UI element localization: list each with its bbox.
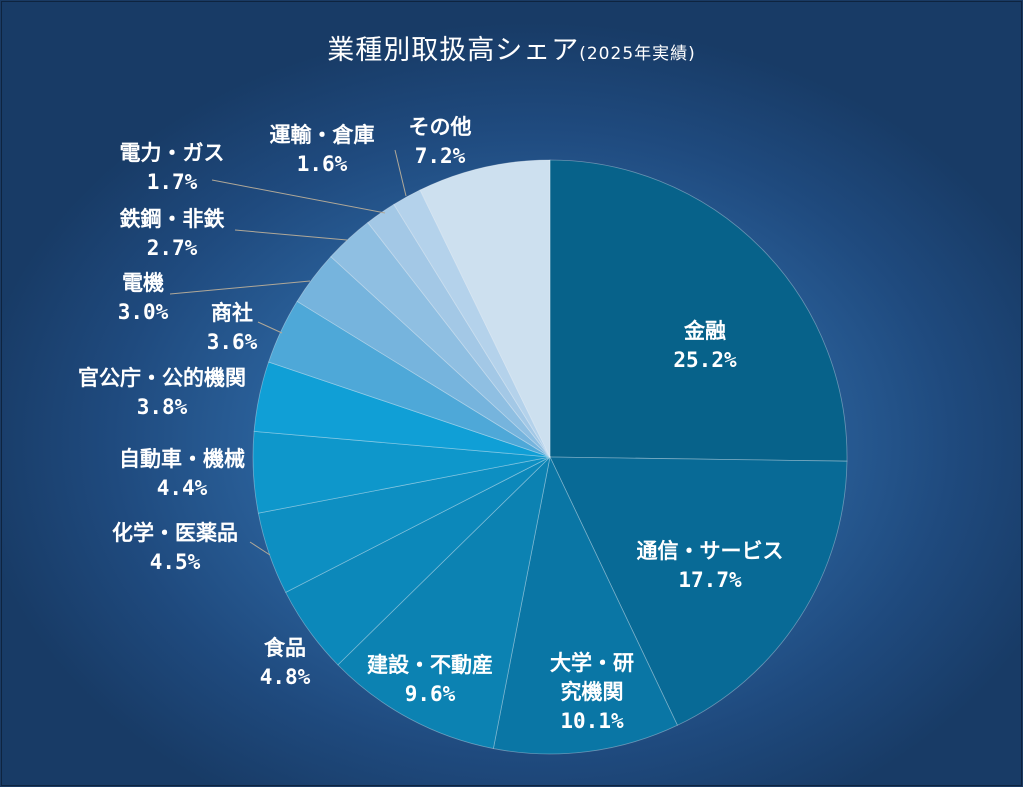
slice-label: 究機関 — [561, 680, 624, 704]
pie-slice — [367, 203, 551, 458]
slice-percent: 2.7% — [147, 236, 198, 260]
leader-line — [211, 179, 386, 214]
slice-percent: 25.2% — [673, 348, 737, 372]
slice-label: 運輸・倉庫 — [270, 123, 375, 147]
pie-slice — [330, 221, 551, 458]
slice-percent: 17.7% — [678, 568, 742, 592]
slice-label: その他 — [409, 115, 472, 139]
pie-slice — [268, 300, 551, 458]
pie-slice — [252, 430, 551, 514]
slice-label: 通信・サービス — [637, 539, 784, 563]
pie-slice — [257, 456, 551, 593]
slice-label: 建設・不動産 — [367, 653, 493, 677]
pie-slice — [285, 456, 551, 666]
slice-percent: 3.6% — [207, 330, 258, 354]
pie-slice — [549, 456, 848, 726]
pie-slice — [419, 159, 551, 458]
pie-slice — [296, 256, 551, 458]
pie-slice — [492, 455, 678, 755]
leader-line — [257, 321, 283, 334]
pie-slice — [253, 361, 551, 458]
leader-line — [394, 149, 407, 197]
slice-percent: 3.8% — [137, 395, 188, 419]
chart-title: 業種別取扱高シェア(2025年実績) — [0, 28, 1023, 67]
slice-label: 食品 — [264, 636, 306, 660]
slice-percent: 4.4% — [157, 476, 208, 500]
slice-label: 電機 — [122, 271, 164, 295]
leader-line — [249, 541, 271, 556]
leader-line — [234, 229, 348, 241]
slice-label: 商社 — [211, 301, 253, 325]
slice-percent: 3.0% — [118, 300, 169, 324]
slice-label: 官公庁・公的機関 — [78, 366, 246, 390]
slice-label: 金融 — [683, 319, 726, 343]
slice-percent: 10.1% — [560, 709, 624, 733]
title-text: 業種別取扱高シェア — [327, 35, 580, 66]
slice-label: 化学・医薬品 — [112, 521, 238, 545]
slice-label: 大学・研 — [550, 651, 634, 675]
leader-line — [169, 280, 311, 295]
pie-slice — [337, 455, 551, 750]
subtitle-text: (2025年実績) — [579, 44, 696, 64]
pie-slice — [549, 159, 848, 462]
slice-percent: 7.2% — [415, 144, 466, 168]
slice-label: 鉄鋼・非鉄 — [120, 207, 225, 231]
slice-percent: 4.8% — [260, 665, 311, 689]
slice-percent: 1.7% — [147, 170, 198, 194]
slice-percent: 1.6% — [297, 152, 348, 176]
slice-percent: 4.5% — [150, 550, 201, 574]
slice-label: 電力・ガス — [120, 141, 225, 165]
slice-label: 自動車・機械 — [119, 447, 245, 471]
pie-slice — [393, 189, 551, 458]
slice-percent: 9.6% — [405, 682, 456, 706]
